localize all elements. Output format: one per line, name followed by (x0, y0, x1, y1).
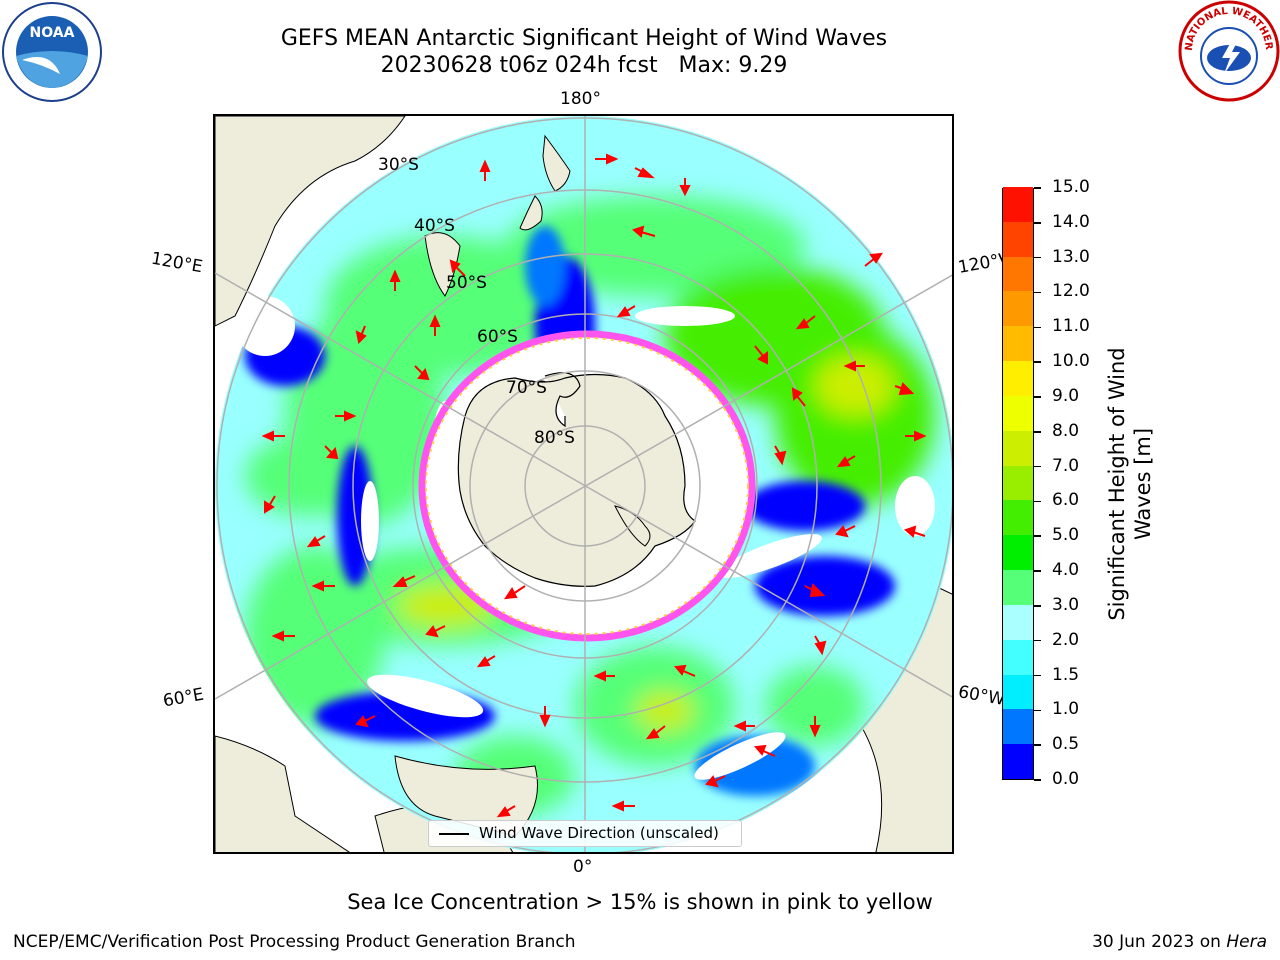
colorbar-tick (1034, 187, 1041, 189)
footer-date: 30 Jun 2023 on Hera (1092, 932, 1267, 952)
forecast-info: 20230628 t06z 024h fcst Max: 9.29 (380, 53, 788, 78)
colorbar-tick-label: 6.0 (1052, 490, 1080, 511)
lon-label-180: 180° (560, 89, 601, 109)
legend-line-swatch (439, 833, 469, 835)
colorbar-tick-label: 8.0 (1052, 420, 1080, 441)
colorbar-segment (1003, 325, 1033, 362)
lon-label-60w: 60°W (956, 682, 1007, 710)
colorbar-tick (1034, 709, 1041, 712)
map-title: GEFS MEAN Antarctic Significant Height o… (280, 26, 888, 51)
colorbar-tick-label: 13.0 (1052, 246, 1090, 267)
colorbar-segment (1003, 604, 1033, 640)
colorbar-tick-label: 15.0 (1052, 177, 1090, 197)
lon-label-0: 0° (573, 857, 593, 877)
colorbar-tick (1034, 431, 1041, 433)
colorbar-segment (1003, 221, 1033, 257)
svg-text:NOAA: NOAA (30, 25, 75, 41)
colorbar-title-line2: Waves [m] (1131, 427, 1155, 541)
colorbar-segment (1003, 569, 1033, 605)
footer-machine: Hera (1226, 932, 1267, 952)
lon-label-120e: 120°E (149, 248, 205, 278)
colorbar-tick (1034, 500, 1041, 503)
national-weather-service-logo: NATIONAL WEATHER SERVICE (1174, 0, 1280, 102)
legend-label: Wind Wave Direction (unscaled) (479, 824, 719, 842)
colorbar-segment (1003, 290, 1033, 327)
colorbar-segment (1003, 430, 1033, 466)
footer-credit: NCEP/EMC/Verification Post Processing Pr… (13, 932, 576, 952)
colorbar-segment (1003, 534, 1033, 571)
lat-label-50s: 50°S (446, 273, 487, 293)
colorbar-tick (1034, 222, 1041, 224)
colorbar-segment (1003, 256, 1033, 292)
colorbar-tick-label: 5.0 (1052, 525, 1080, 546)
lat-label-60s: 60°S (477, 327, 518, 347)
colorbar-tick-label: 0.0 (1052, 769, 1080, 789)
colorbar (1002, 186, 1034, 780)
colorbar-tick-label: 14.0 (1052, 211, 1090, 232)
noaa-logo: NOAA (0, 0, 104, 104)
colorbar-tick (1034, 570, 1041, 572)
colorbar-segment (1003, 708, 1033, 745)
colorbar-tick-label: 7.0 (1052, 455, 1080, 476)
map-legend: Wind Wave Direction (unscaled) (428, 820, 742, 847)
colorbar-tick (1034, 674, 1041, 677)
colorbar-tick-label: 11.0 (1052, 316, 1090, 337)
colorbar-tick-label: 4.0 (1052, 560, 1080, 581)
footer-date-text: 30 Jun 2023 on (1092, 932, 1227, 952)
colorbar-tick (1034, 465, 1041, 468)
colorbar-tick-label: 2.0 (1052, 629, 1080, 650)
colorbar-tick (1034, 779, 1041, 781)
colorbar-segment (1003, 674, 1033, 710)
colorbar-segment (1003, 186, 1033, 222)
colorbar-tick (1034, 326, 1041, 329)
colorbar-segment (1003, 360, 1033, 396)
colorbar-tick-label: 3.0 (1052, 594, 1080, 615)
colorbar-tick (1034, 639, 1041, 642)
colorbar-segment (1003, 395, 1033, 431)
colorbar-segment (1003, 639, 1033, 675)
graticule (215, 116, 952, 852)
colorbar-tick-label: 10.0 (1052, 351, 1090, 372)
lat-label-70s: 70°S (506, 378, 547, 398)
lat-label-30s: 30°S (378, 155, 419, 175)
lon-label-60e: 60°E (161, 684, 206, 712)
colorbar-tick-label: 9.0 (1052, 385, 1080, 406)
colorbar-tick (1034, 605, 1041, 607)
colorbar-tick (1034, 291, 1041, 294)
colorbar-tick (1034, 361, 1041, 363)
colorbar-tick (1034, 256, 1041, 259)
colorbar-tick (1034, 744, 1041, 746)
sea-ice-note: Sea Ice Concentration > 15% is shown in … (347, 890, 933, 914)
lat-label-80s: 80°S (534, 428, 575, 448)
colorbar-segment (1003, 499, 1033, 536)
lat-label-40s: 40°S (414, 216, 455, 236)
colorbar-title-line1: Significant Height of Wind (1105, 347, 1129, 621)
wave-height-map: 30°S 40°S 50°S 60°S 70°S 80°S Wind Wave … (213, 114, 954, 854)
colorbar-tick (1034, 535, 1041, 537)
colorbar-tick-label: 12.0 (1052, 281, 1090, 302)
colorbar-tick-label: 1.0 (1052, 699, 1080, 720)
colorbar-segment (1003, 743, 1033, 779)
colorbar-segment (1003, 465, 1033, 501)
colorbar-tick-label: 1.5 (1052, 664, 1080, 685)
colorbar-tick-label: 0.5 (1052, 734, 1080, 755)
wind-wave-arrows (261, 153, 927, 818)
colorbar-tick (1034, 396, 1041, 398)
latitude-labels: 30°S 40°S 50°S 60°S 70°S 80°S (378, 155, 575, 448)
